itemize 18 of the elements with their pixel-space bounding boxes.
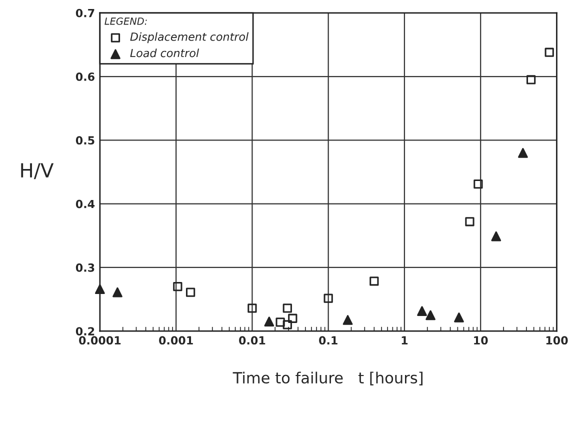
x-tick-label: 100 xyxy=(546,336,568,345)
x-tick-label: 0.01 xyxy=(239,336,266,345)
x-axis-title: Time to failure t [hours] xyxy=(232,372,423,386)
y-tick-label: 0.2 xyxy=(76,327,94,336)
y-tick-label: 0.4 xyxy=(76,200,95,208)
y-tick-label: 0.6 xyxy=(76,72,94,81)
x-tick-label: 0.0001 xyxy=(79,336,121,345)
legend-label: Load control xyxy=(130,48,200,58)
y-axis-title: H/V xyxy=(21,163,54,180)
legend-title: LEGEND: xyxy=(104,18,147,25)
x-tick-label: 0.1 xyxy=(319,336,338,345)
x-tick-label: 0.001 xyxy=(159,336,193,345)
x-tick-label: 1 xyxy=(402,336,408,344)
x-tick-label: 10 xyxy=(474,336,488,345)
y-tick-label: 0.7 xyxy=(76,8,94,18)
y-tick-label: 0.5 xyxy=(76,136,94,145)
legend-label: Displacement control xyxy=(130,32,249,44)
y-tick-label: 0.3 xyxy=(76,263,94,272)
